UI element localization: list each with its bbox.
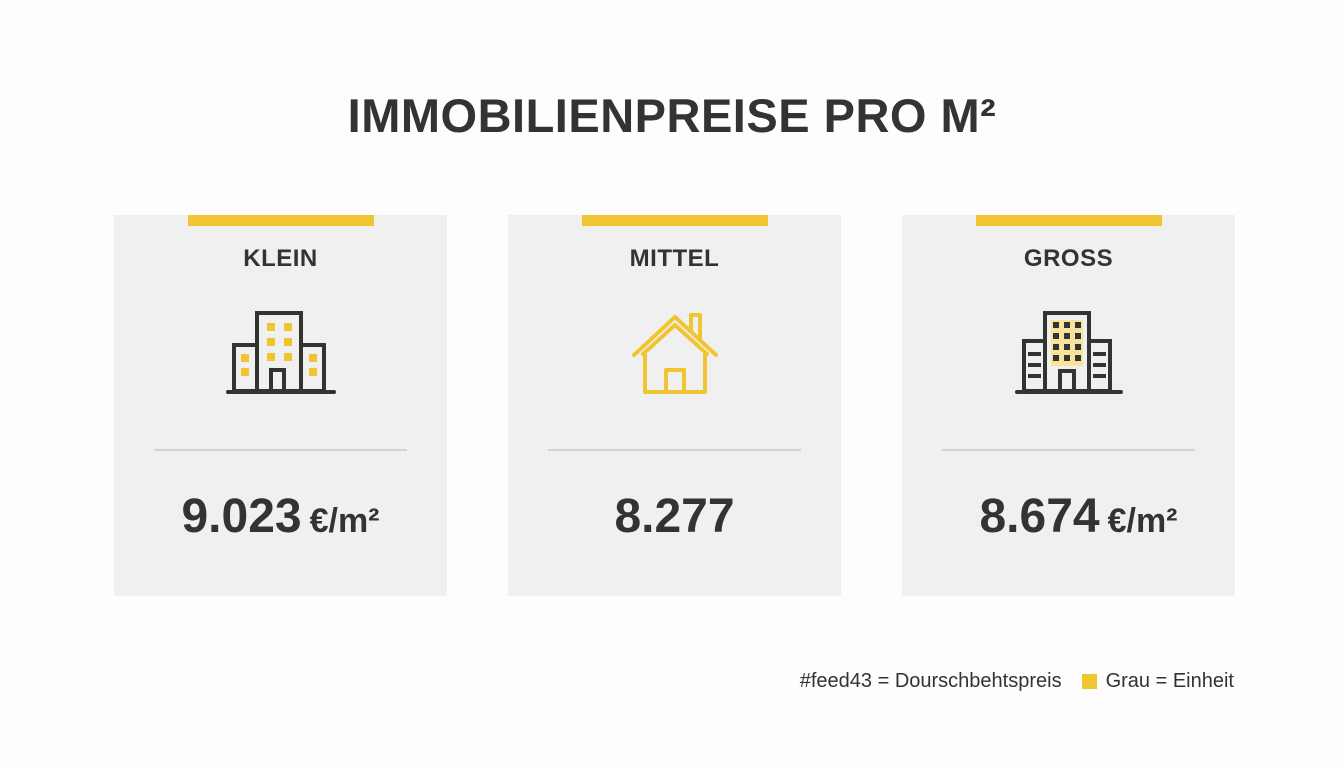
page-title: IMMOBILIENPREISE PRO M² <box>347 89 997 142</box>
accent-bar <box>581 215 768 226</box>
legend-item-unit: Grau = Einheit <box>1105 670 1234 692</box>
price-card-klein: KLEIN 9.023 €/m² <box>114 215 447 596</box>
price-unit: €/m² <box>1107 502 1178 540</box>
price-card-gross: GROSS 8.674 €/m² <box>902 215 1235 596</box>
apartment-building-icon <box>225 307 336 403</box>
price-value: 8.277 <box>508 489 841 544</box>
price-number: 8.674 <box>979 490 1100 543</box>
price-number: 9.023 <box>181 490 302 543</box>
legend: #feed43 = Dourschbehtspreis Grau = Einhe… <box>800 670 1234 693</box>
divider <box>942 449 1195 451</box>
price-value: 8.674 €/m² <box>902 489 1235 544</box>
yellow-swatch-icon <box>1081 674 1097 689</box>
divider <box>154 449 407 451</box>
office-building-icon <box>1014 307 1124 403</box>
card-label: GROSS <box>1023 245 1114 272</box>
price-unit: €/m² <box>309 502 380 540</box>
legend-item-average-price: #feed43 = Dourschbehtspreis <box>799 670 1062 692</box>
price-number: 8.277 <box>614 490 735 543</box>
card-label: MITTEL <box>629 245 720 272</box>
accent-bar <box>975 215 1162 226</box>
card-label: KLEIN <box>243 245 318 272</box>
house-icon <box>620 307 730 403</box>
price-card-mittel: MITTEL 8.277 <box>508 215 841 596</box>
divider <box>548 449 801 451</box>
accent-bar <box>187 215 374 226</box>
price-value: 9.023 €/m² <box>114 489 447 544</box>
